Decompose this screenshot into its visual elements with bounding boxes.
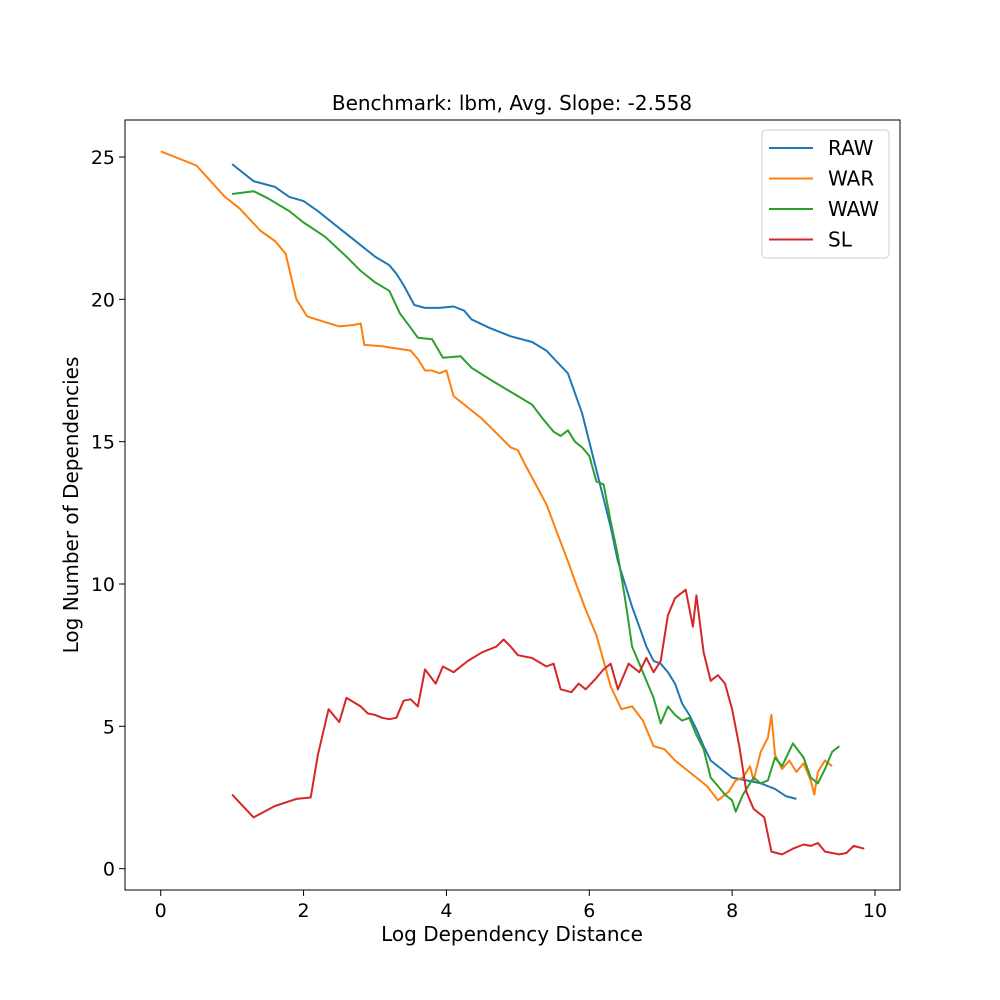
x-axis-label: Log Dependency Distance [381, 922, 643, 946]
y-tick-label: 0 [103, 859, 115, 881]
legend-label-waw: WAW [828, 197, 879, 221]
y-axis-label: Log Number of Dependencies [59, 357, 83, 654]
x-tick-label: 10 [863, 900, 887, 922]
x-tick-label: 8 [726, 900, 738, 922]
series-line-sl [231, 588, 865, 856]
series-line-raw [231, 163, 797, 800]
x-tick-label: 2 [298, 900, 310, 922]
legend-label-sl: SL [828, 228, 853, 252]
x-tick-label: 6 [583, 900, 595, 922]
legend-label-war: WAR [828, 167, 874, 191]
x-tick-label: 0 [155, 900, 167, 922]
series-line-war [160, 150, 833, 802]
y-tick-label: 5 [103, 716, 115, 738]
chart-title: Benchmark: lbm, Avg. Slope: -2.558 [332, 91, 692, 115]
series-line-waw [231, 190, 840, 813]
x-axis: 0 2 4 6 8 10 [155, 890, 887, 922]
legend-label-raw: RAW [828, 136, 874, 160]
y-tick-label: 10 [91, 574, 115, 596]
legend-box [761, 129, 890, 259]
legend: RAW WAR WAW SL [761, 129, 890, 259]
x-tick-label: 4 [440, 900, 452, 922]
plot-frame [124, 119, 901, 891]
series-layer [160, 150, 865, 856]
y-tick-label: 20 [91, 289, 115, 311]
y-tick-label: 15 [91, 432, 115, 454]
y-tick-label: 25 [91, 147, 115, 169]
y-axis: 0 5 10 15 20 25 [91, 147, 125, 881]
